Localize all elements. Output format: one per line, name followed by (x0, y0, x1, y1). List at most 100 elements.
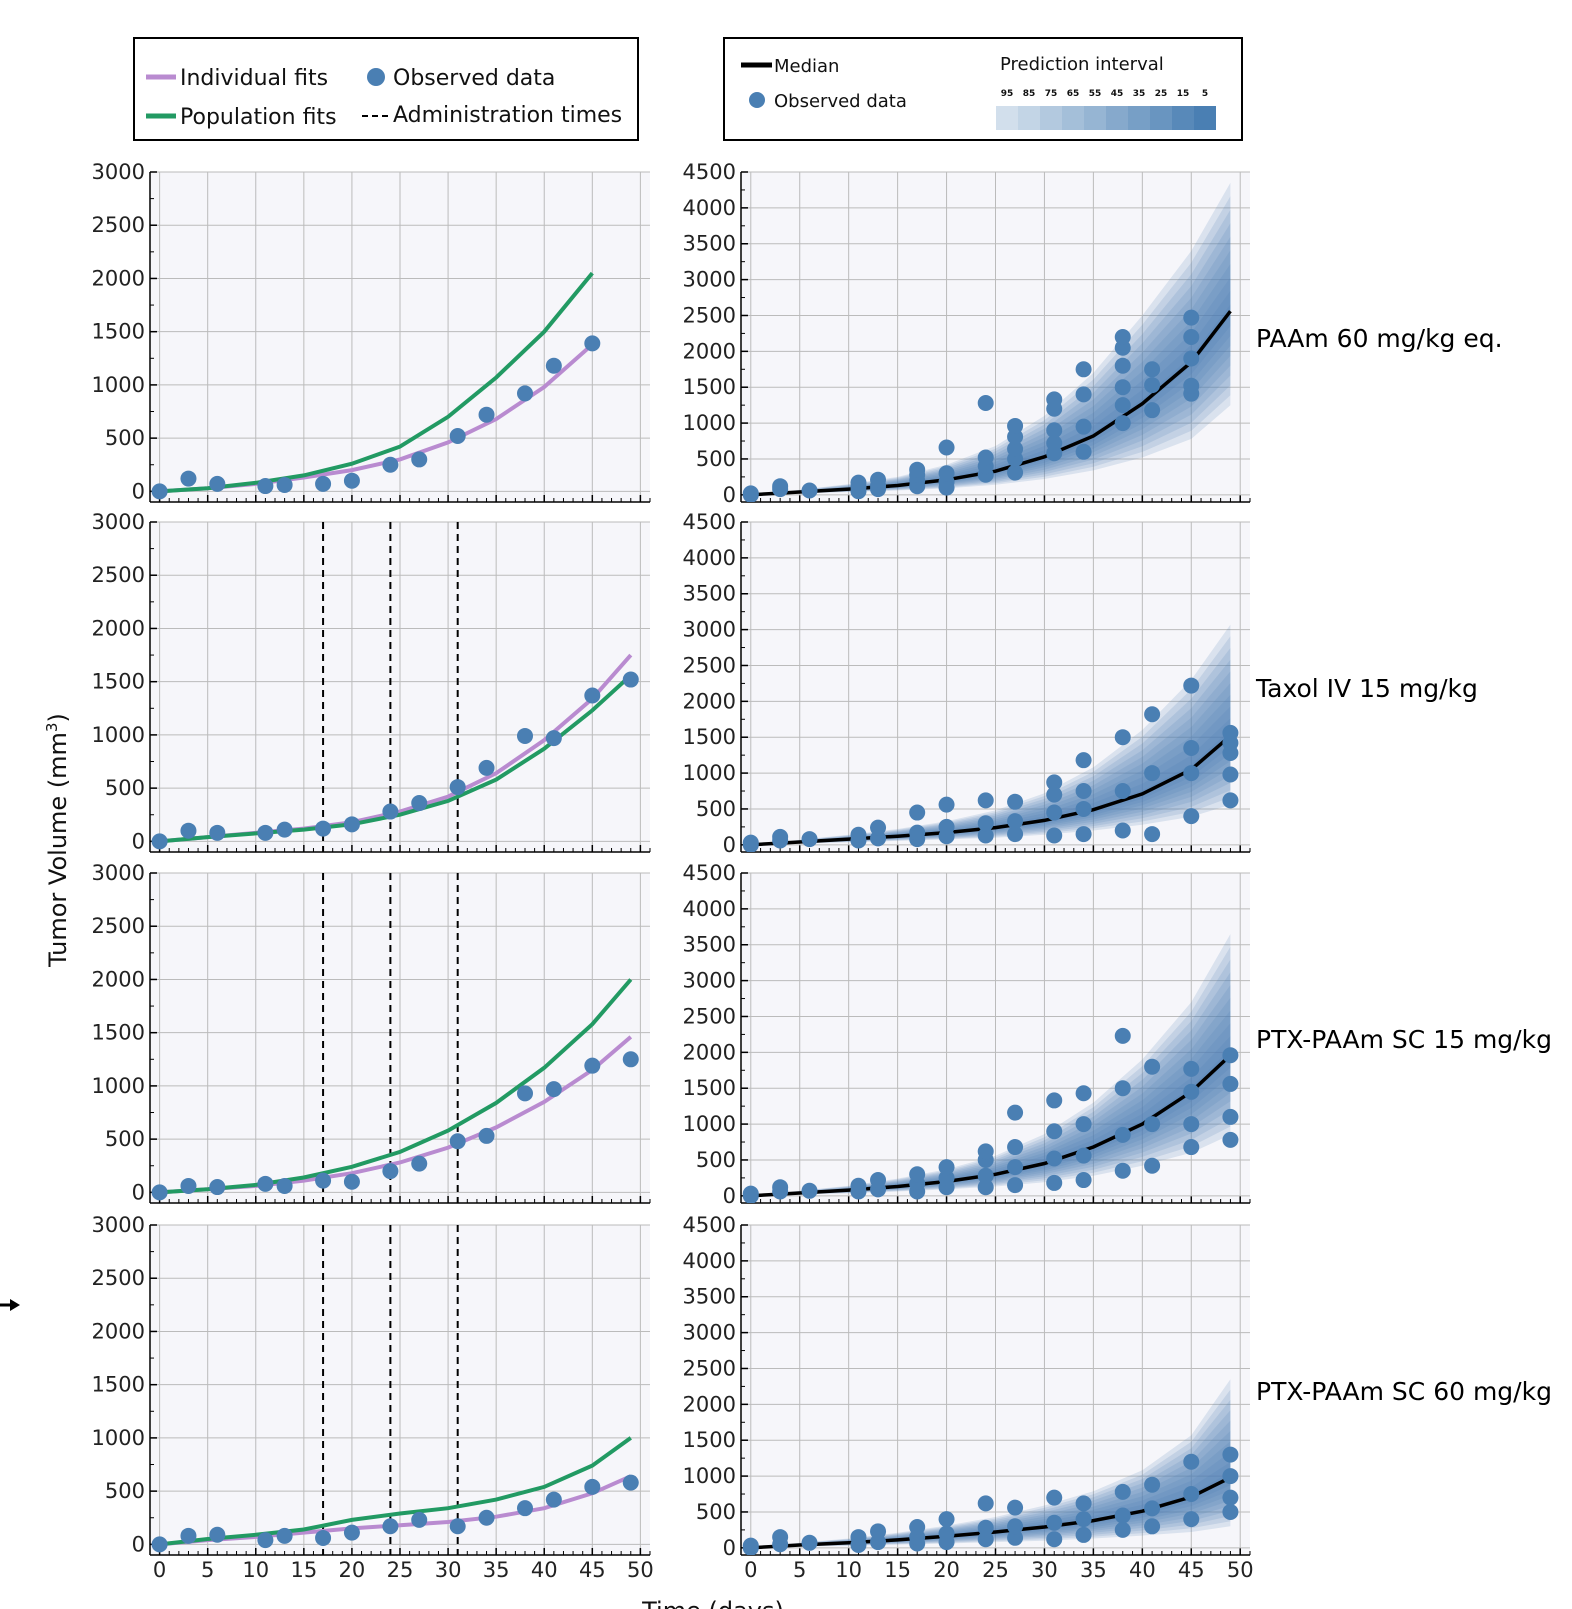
observed-point (909, 461, 926, 478)
observed-point (909, 824, 926, 841)
y-tick-label: 1000 (92, 1426, 145, 1450)
legend-pi-swatch (1106, 106, 1128, 130)
observed-point (1075, 418, 1092, 435)
observed-point (1007, 826, 1024, 843)
observed-point (1222, 1108, 1239, 1125)
x-tick-label: 35 (483, 1558, 510, 1582)
observed-point (1075, 1116, 1092, 1133)
x-tick-label: 20 (339, 1558, 366, 1582)
y-tick-label: 3500 (683, 582, 736, 606)
observed-point (1114, 783, 1131, 800)
observed-point (1114, 1521, 1131, 1538)
observed-point (1144, 361, 1161, 378)
observed-point (382, 1163, 399, 1180)
y-tick-label: 4500 (683, 510, 736, 534)
observed-point (977, 815, 994, 832)
observed-point (1183, 739, 1200, 756)
y-tick-label: 500 (105, 1127, 145, 1151)
observed-point (343, 1524, 360, 1541)
observed-point (1114, 1483, 1131, 1500)
y-tick-label: 1500 (92, 1021, 145, 1045)
observed-point (1222, 1075, 1239, 1092)
legend-left: Individual fits Observed data Population… (133, 37, 639, 141)
observed-point (1144, 826, 1161, 843)
observed-point (1046, 827, 1063, 844)
y-tick-label: 3500 (683, 232, 736, 256)
legend-observed-label: Observed data (774, 91, 907, 112)
legend-observed-label: Observed data (393, 66, 555, 91)
observed-point (257, 1532, 274, 1549)
right-panel: 0 500 1000 1500 2000 2500 3000 3500 4000 4500 PTX-… (683, 861, 1552, 1208)
right-panel: 0 5 10 15 20 25 30 35 40 45 5005001000150020002500… (683, 1213, 1552, 1582)
observed-point (1075, 1526, 1092, 1543)
y-tick-label: 500 (696, 447, 736, 471)
observed-point (1046, 435, 1063, 452)
x-tick-label: 40 (531, 1558, 558, 1582)
y-tick-label: 3000 (92, 1213, 145, 1237)
observed-point (1222, 1047, 1239, 1064)
observed-point (382, 803, 399, 820)
prediction-interval-band (750, 694, 1231, 845)
observed-point (1007, 440, 1024, 457)
observed-point (1046, 774, 1063, 791)
left-panel: 0 500 1000 1500 2000 2500 3000 (92, 861, 651, 1204)
y-tick-label: 1000 (683, 411, 736, 435)
observed-point (742, 834, 759, 851)
observed-point (1183, 1511, 1200, 1528)
left-panel: 0 500 1000 1500 2000 2500 3000 (92, 510, 651, 853)
row-label: PAAm 60 mg/kg eq. (1256, 324, 1503, 353)
observed-point (1046, 804, 1063, 821)
observed-point (584, 1057, 601, 1074)
legend-right: Median Observed data Prediction interval… (723, 37, 1243, 141)
x-tick-label: 10 (835, 1558, 862, 1582)
observed-point (1075, 1172, 1092, 1189)
legend-pi-level-label: 85 (1023, 89, 1036, 99)
observed-point (1007, 464, 1024, 481)
observed-point (1046, 786, 1063, 803)
x-tick-label: 30 (435, 1558, 462, 1582)
y-tick-label: 1000 (92, 1074, 145, 1098)
y-tick-label: 0 (723, 483, 736, 507)
x-tick-label: 20 (933, 1558, 960, 1582)
legend-pi-level-label: 25 (1155, 89, 1168, 99)
observed-point (180, 822, 197, 839)
observed-point (449, 779, 466, 796)
prediction-interval-band (750, 223, 1231, 495)
observed-point (909, 1166, 926, 1183)
y-tick-label: 1500 (683, 725, 736, 749)
x-tick-label: 5 (793, 1558, 806, 1582)
observed-point (909, 804, 926, 821)
legend-pi-swatch (1018, 106, 1040, 130)
x-tick-label: 0 (744, 1558, 757, 1582)
observed-point (382, 1518, 399, 1535)
y-tick-label: 0 (132, 479, 145, 503)
observed-point (1222, 1489, 1239, 1506)
prediction-interval-band (750, 959, 1231, 1196)
observed-point (545, 730, 562, 747)
observed-point (1144, 1518, 1161, 1535)
observed-point (1144, 1476, 1161, 1493)
right-panel-content (742, 934, 1239, 1203)
y-tick-label: 0 (132, 1180, 145, 1204)
observed-point (1007, 1139, 1024, 1156)
y-tick-label: 2000 (683, 339, 736, 363)
y-tick-label: 1000 (92, 373, 145, 397)
observed-point (1222, 1131, 1239, 1148)
y-tick-label: 4000 (683, 897, 736, 921)
observed-point (772, 1179, 789, 1196)
observed-point (938, 1525, 955, 1542)
legend-pi-level-label: 5 (1202, 89, 1208, 99)
observed-point (772, 1529, 789, 1546)
observed-point (938, 1159, 955, 1176)
y-tick-label: 2000 (92, 616, 145, 640)
legend-median-label: Median (774, 56, 839, 77)
observed-point (1183, 1083, 1200, 1100)
observed-point (584, 335, 601, 352)
prediction-interval-band (750, 624, 1231, 845)
observed-point (1075, 1511, 1092, 1528)
observed-point (977, 1519, 994, 1536)
observed-point (938, 439, 955, 456)
population-fit-line (159, 978, 633, 1195)
observed-point (801, 831, 818, 848)
